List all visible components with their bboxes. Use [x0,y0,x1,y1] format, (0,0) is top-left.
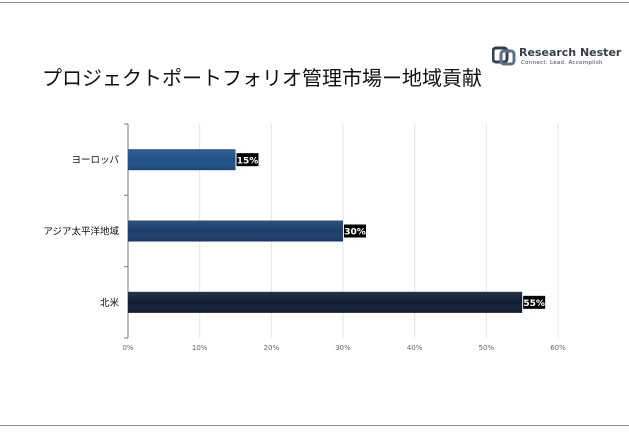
bar-shading [128,220,343,242]
data-label: 55% [523,295,546,309]
logo-tagline: Connect. Lead. Accomplish [521,60,603,66]
x-tick-label: 10% [192,344,208,352]
x-tick-label: 30% [335,344,351,352]
logo-brand-text: Research Nester [519,46,622,59]
category-label: ヨーロッパ [71,155,119,166]
bottom-border [0,425,629,426]
data-label: 15% [236,153,259,167]
bar-shading [128,291,523,313]
data-label-text: 55% [523,299,545,309]
data-label-background [236,153,259,167]
data-label-text: 30% [344,228,366,238]
research-nester-logo: Research Nester Connect. Lead. Accomplis… [491,46,621,68]
page-title: プロジェクトポートフォリオ管理市場ー地域貢献 [42,66,482,90]
x-tick-label: 0% [122,344,133,352]
x-tick-label: 60% [550,344,566,352]
chart-bars: 15% 30% 55% [128,149,546,313]
x-tick-label: 40% [407,344,423,352]
data-label-text: 15% [237,156,259,166]
category-label: 北米 [100,297,120,309]
x-tick-label: 50% [479,344,495,352]
chart-axes [124,123,129,339]
top-border [0,2,629,3]
chart-tick-labels: 0% 10% 20% 30% 40% 50% 60% [122,344,566,352]
bar-shading [128,149,236,171]
data-label-background [344,224,366,238]
category-label: アジア太平洋地域 [43,226,119,238]
logo-mark-icon [491,46,516,66]
data-label-background [523,295,546,309]
x-tick-label: 20% [264,344,280,352]
data-label: 30% [344,224,366,238]
